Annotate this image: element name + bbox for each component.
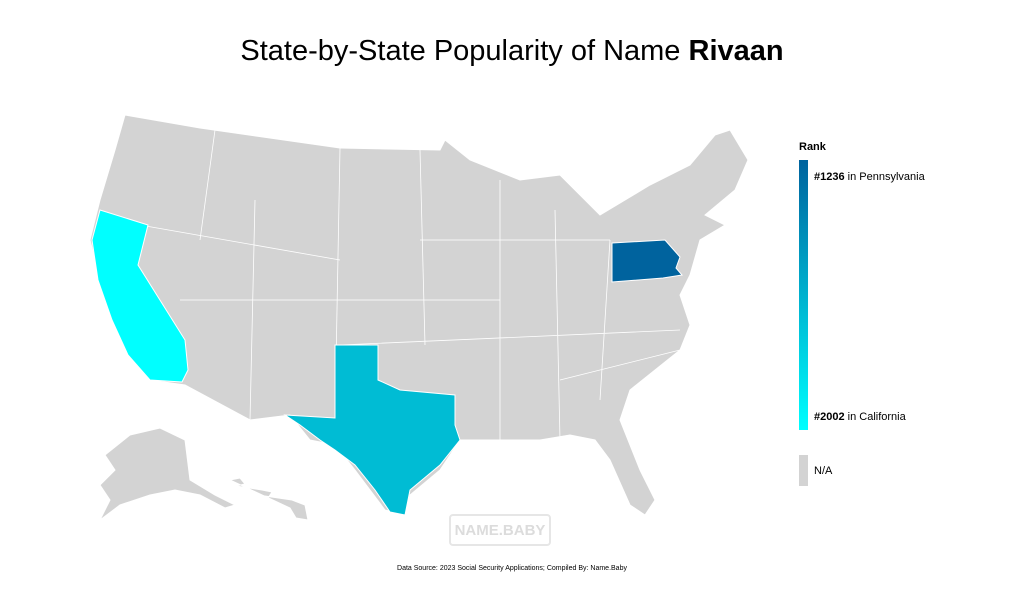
legend-bottom-label: #2002 in California <box>814 411 907 423</box>
legend-na-label: N/A <box>814 465 833 477</box>
source-note: Data Source: 2023 Social Security Applic… <box>397 565 627 572</box>
legend-top-label: #1236 in Pennsylvania <box>814 171 926 183</box>
hawaii <box>228 477 309 521</box>
title: State-by-State Popularity of Name Rivaan <box>240 35 783 67</box>
watermark-text: NAME.BABY <box>455 522 546 539</box>
state-texas <box>283 344 461 516</box>
state-borders <box>139 129 681 441</box>
watermark: NAME.BABY <box>449 514 551 546</box>
map <box>89 114 749 521</box>
legend-na-swatch <box>799 455 808 486</box>
legend-title: Rank <box>799 141 827 153</box>
legend-gradient <box>799 160 808 430</box>
state-pennsylvania <box>611 239 683 283</box>
legend: Rank #1236 in Pennsylvania #2002 in Cali… <box>799 141 926 486</box>
state-california <box>91 209 189 383</box>
alaska <box>99 427 237 521</box>
